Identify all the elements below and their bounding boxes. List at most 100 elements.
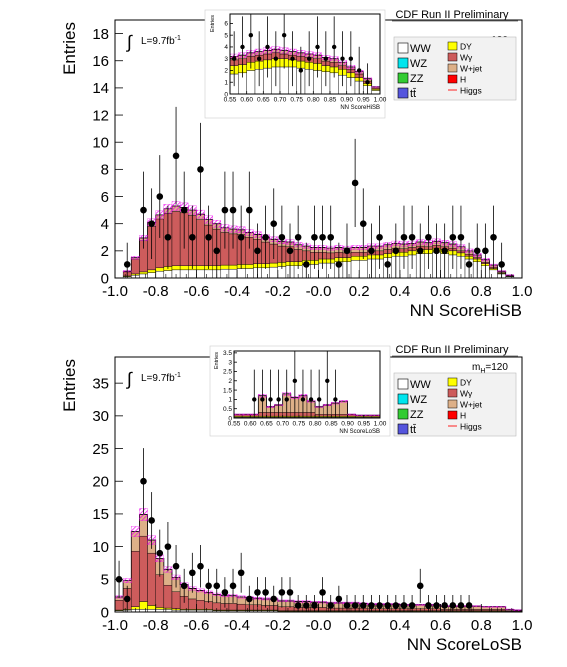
data-point bbox=[276, 397, 281, 402]
legend-label: tt̄ bbox=[410, 88, 416, 100]
band-bin bbox=[196, 588, 205, 593]
data-point bbox=[331, 44, 337, 50]
data-point bbox=[392, 602, 400, 609]
y-tick-label: 4 bbox=[224, 44, 228, 51]
bar-w bbox=[131, 550, 140, 607]
y-tick-label: 2 bbox=[228, 378, 232, 385]
legend-label: ZZ bbox=[410, 73, 424, 85]
bar-w bbox=[147, 552, 156, 606]
y-tick-label: 5 bbox=[101, 572, 109, 589]
bar-dy bbox=[155, 607, 165, 610]
lumi-superscript: -1 bbox=[175, 35, 181, 42]
x-tick-label: -0.2 bbox=[265, 283, 291, 300]
data-point bbox=[300, 397, 306, 402]
bar-w bbox=[139, 535, 148, 602]
band-bin bbox=[489, 606, 498, 608]
bar-ww bbox=[261, 267, 270, 279]
band-bin bbox=[355, 414, 364, 417]
bar-w bbox=[318, 607, 327, 611]
bar-w bbox=[188, 598, 197, 610]
y-tick-label: 2 bbox=[101, 243, 109, 260]
x-tick-label: -0.4 bbox=[224, 617, 250, 634]
x-tick-label: 0.70 bbox=[274, 97, 287, 104]
x-tick-label: 0.80 bbox=[309, 421, 322, 428]
band-bin bbox=[347, 413, 356, 416]
y-tick-label: 3 bbox=[224, 56, 228, 63]
bar-ww bbox=[220, 268, 230, 279]
y-axis-label: Entries bbox=[60, 359, 79, 412]
bar-w bbox=[131, 258, 140, 275]
bar-dy bbox=[196, 265, 205, 271]
inset-x-axis-label: NN ScoreHiSB bbox=[340, 105, 380, 111]
data-point bbox=[172, 562, 180, 570]
legend-label: tt̄ bbox=[410, 424, 416, 436]
data-point bbox=[286, 589, 294, 596]
data-point bbox=[268, 397, 273, 402]
data-point bbox=[298, 68, 304, 73]
legend-swatch bbox=[447, 399, 458, 409]
data-point bbox=[416, 582, 424, 590]
x-tick-label: 0.65 bbox=[260, 421, 273, 428]
data-point bbox=[281, 32, 287, 38]
band-bin bbox=[416, 603, 425, 606]
data-point bbox=[327, 602, 335, 609]
band-bin bbox=[339, 400, 348, 403]
lumi-label: L=9.7fb-1 bbox=[141, 35, 181, 47]
data-point bbox=[433, 602, 440, 609]
x-tick-label: 1.00 bbox=[374, 421, 387, 428]
x-tick-label: 0.65 bbox=[257, 97, 270, 104]
plot-border bbox=[229, 13, 381, 95]
data-point bbox=[425, 602, 432, 609]
legend-label: Higgs bbox=[460, 86, 482, 96]
data-point bbox=[408, 602, 416, 609]
legend-swatch bbox=[447, 63, 458, 73]
y-tick-label: 0 bbox=[101, 604, 109, 621]
y-tick-label: 0 bbox=[101, 270, 109, 287]
bar-ww bbox=[279, 66, 289, 95]
data-point bbox=[400, 233, 408, 241]
data-point bbox=[231, 56, 237, 61]
legend-label: WZ bbox=[410, 58, 427, 70]
bar-ww bbox=[196, 269, 205, 279]
bar-dy bbox=[220, 264, 230, 270]
y-tick-label: 1 bbox=[224, 80, 228, 87]
data-point bbox=[335, 261, 343, 268]
inset-chart: 0 0.5 1 1.5 2 2.5 3 3.5 0.55 0.60 0.65 0.70 0.75 0.80… bbox=[209, 345, 391, 437]
y-tick-label: 6 bbox=[224, 21, 228, 28]
bar-ww bbox=[246, 70, 256, 95]
data-point bbox=[240, 44, 245, 50]
x-tick-label: 0.80 bbox=[307, 97, 320, 104]
x-tick-label: 0.90 bbox=[341, 421, 354, 428]
bar-w bbox=[350, 251, 360, 257]
data-point bbox=[262, 589, 269, 596]
lumi-superscript: -1 bbox=[175, 372, 181, 379]
data-point bbox=[416, 247, 424, 255]
data-point bbox=[376, 233, 383, 241]
x-tick-label: 0.6 bbox=[430, 283, 451, 300]
data-point bbox=[164, 543, 172, 550]
y-tick-label: 0.5 bbox=[223, 406, 232, 413]
band-bin bbox=[473, 605, 482, 607]
data-point bbox=[465, 261, 473, 268]
data-point bbox=[290, 56, 295, 61]
x-tick-label: -0.4 bbox=[224, 283, 250, 300]
data-point bbox=[308, 397, 314, 402]
y-tick-label: 10 bbox=[92, 539, 109, 556]
y-tick-label: 10 bbox=[92, 134, 109, 151]
y-tick-label: 3.5 bbox=[223, 350, 232, 357]
data-point bbox=[148, 517, 155, 524]
data-point bbox=[368, 602, 375, 609]
bar-w bbox=[196, 219, 205, 266]
data-point bbox=[400, 602, 408, 609]
data-point bbox=[384, 261, 391, 268]
bar-dy bbox=[179, 265, 189, 271]
inset-x-axis-label: NN ScoreLoSB bbox=[339, 429, 380, 435]
legend-swatch bbox=[447, 410, 458, 420]
data-point bbox=[140, 206, 147, 214]
legend-swatch bbox=[397, 57, 409, 69]
x-tick-label: 1.0 bbox=[512, 617, 533, 634]
band-bin bbox=[233, 413, 243, 416]
data-point bbox=[457, 602, 465, 609]
data-point bbox=[449, 602, 457, 609]
data-point bbox=[252, 397, 257, 402]
